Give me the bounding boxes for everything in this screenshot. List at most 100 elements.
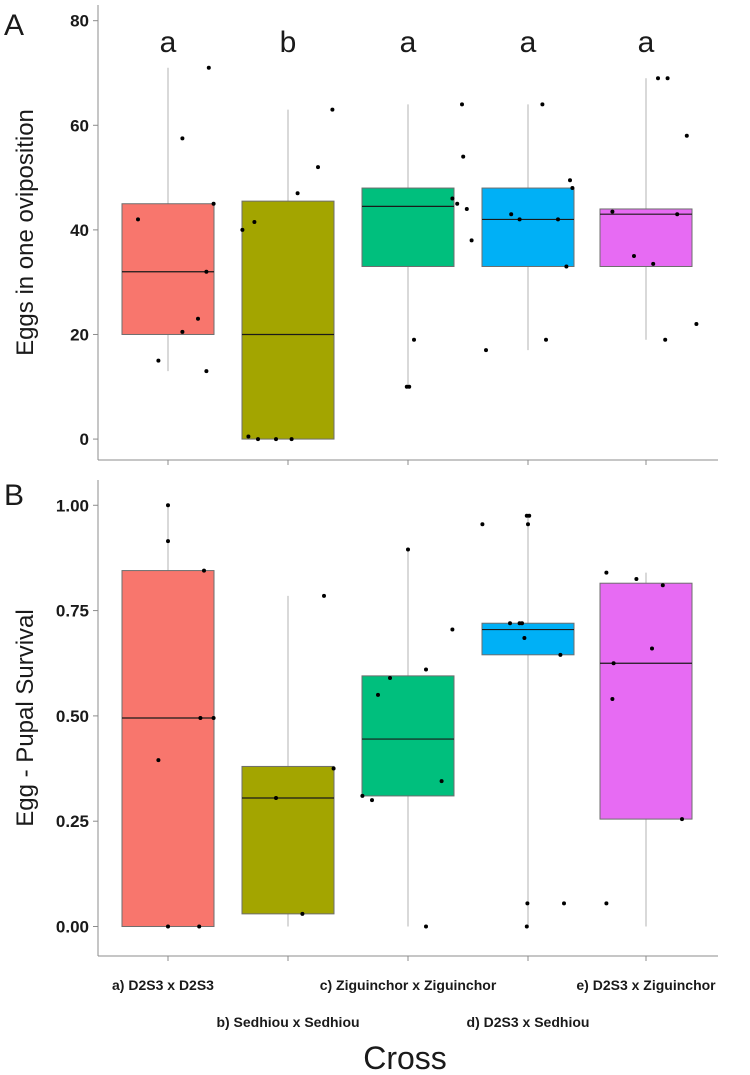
- data-point: [246, 434, 251, 439]
- data-point: [460, 102, 464, 107]
- data-point: [663, 337, 668, 342]
- data-point: [180, 329, 185, 334]
- data-point: [508, 621, 512, 626]
- y-tick-label: 0.25: [56, 812, 89, 831]
- data-point: [274, 437, 278, 442]
- data-point: [480, 522, 485, 527]
- data-point: [439, 779, 444, 784]
- data-point: [274, 796, 278, 801]
- data-point: [634, 576, 639, 581]
- data-point: [520, 621, 524, 626]
- data-point: [522, 635, 527, 640]
- data-point: [540, 102, 545, 107]
- data-point: [455, 201, 460, 206]
- significance-letter: a: [400, 26, 417, 59]
- data-point: [461, 154, 466, 159]
- y-axis-title: Egg - Pupal Survival: [12, 609, 39, 826]
- data-point: [526, 522, 530, 527]
- data-point: [211, 201, 216, 206]
- data-point: [524, 924, 529, 929]
- data-point: [509, 212, 514, 217]
- data-point: [610, 209, 615, 214]
- data-point: [525, 901, 530, 906]
- data-point: [330, 107, 335, 112]
- data-point: [206, 65, 211, 70]
- data-point: [464, 206, 469, 211]
- data-point: [604, 570, 609, 575]
- data-point: [544, 337, 548, 342]
- data-point: [680, 817, 684, 822]
- box: [361, 187, 455, 267]
- data-point: [252, 220, 257, 225]
- data-point: [650, 646, 654, 651]
- data-point: [632, 254, 636, 259]
- significance-letter: b: [280, 26, 297, 59]
- data-point: [424, 667, 428, 672]
- data-point: [289, 437, 294, 442]
- data-point: [156, 758, 161, 763]
- data-point: [240, 227, 245, 232]
- data-point: [660, 583, 665, 588]
- box: [599, 582, 693, 820]
- box: [481, 622, 575, 656]
- data-point: [611, 661, 616, 666]
- box: [361, 675, 455, 797]
- data-point: [204, 269, 209, 274]
- data-point: [558, 652, 563, 657]
- data-point: [568, 178, 572, 183]
- x-category-label: b) Sedhiou x Sedhiou: [216, 1014, 359, 1030]
- y-tick-label: 0: [80, 430, 89, 449]
- data-point: [450, 196, 455, 201]
- x-axis-title: Cross: [363, 1040, 447, 1075]
- box: [121, 203, 215, 335]
- data-point: [610, 697, 615, 702]
- box: [481, 187, 575, 267]
- x-category-label: e) D2S3 x Ziguinchor: [576, 977, 716, 993]
- y-tick-label: 20: [70, 325, 89, 344]
- panel-a: A Eggs in one oviposition 0 20 40 60 80 a b a a a: [4, 5, 718, 465]
- box: [599, 208, 693, 267]
- data-point: [166, 503, 170, 508]
- data-point: [197, 924, 202, 929]
- shared-x-axis: a) D2S3 x D2S3 b) Sedhiou x Sedhiou c) Zig…: [112, 977, 716, 1030]
- y-tick-label: 40: [70, 221, 89, 240]
- data-point: [204, 369, 209, 374]
- box: [121, 570, 215, 928]
- data-point: [156, 358, 161, 363]
- data-point: [166, 539, 170, 544]
- box: [241, 200, 335, 440]
- y-tick-label: 0.50: [56, 707, 89, 726]
- data-point: [360, 793, 365, 798]
- data-point: [166, 924, 170, 929]
- data-point: [202, 568, 206, 573]
- box: [241, 765, 335, 915]
- x-category-label: c) Ziguinchor x Ziguinchor: [320, 977, 497, 993]
- data-point: [211, 716, 216, 720]
- panel-letter: B: [4, 479, 24, 512]
- data-point: [331, 766, 336, 771]
- data-point: [651, 261, 656, 266]
- y-tick-label: 80: [70, 12, 89, 31]
- data-point: [316, 165, 320, 170]
- panel-b: B Egg - Pupal Survival 0.00 0.25 0.50 0.75 1.0…: [4, 479, 718, 961]
- data-point: [388, 675, 392, 680]
- data-point: [694, 322, 699, 327]
- data-point: [424, 924, 428, 929]
- y-tick-label: 1.00: [56, 496, 89, 515]
- data-point: [469, 238, 474, 243]
- data-point: [562, 901, 566, 906]
- data-point: [665, 76, 670, 81]
- data-point: [527, 513, 532, 518]
- data-point: [570, 186, 575, 191]
- data-point: [412, 337, 416, 342]
- data-point: [517, 217, 522, 222]
- data-point: [406, 547, 410, 552]
- data-point: [322, 593, 326, 598]
- significance-letter: a: [638, 26, 655, 59]
- x-category-label: d) D2S3 x Sedhiou: [467, 1014, 590, 1030]
- data-point: [370, 798, 374, 803]
- significance-letter: a: [160, 26, 177, 59]
- data-point: [300, 911, 305, 916]
- data-point: [376, 692, 380, 697]
